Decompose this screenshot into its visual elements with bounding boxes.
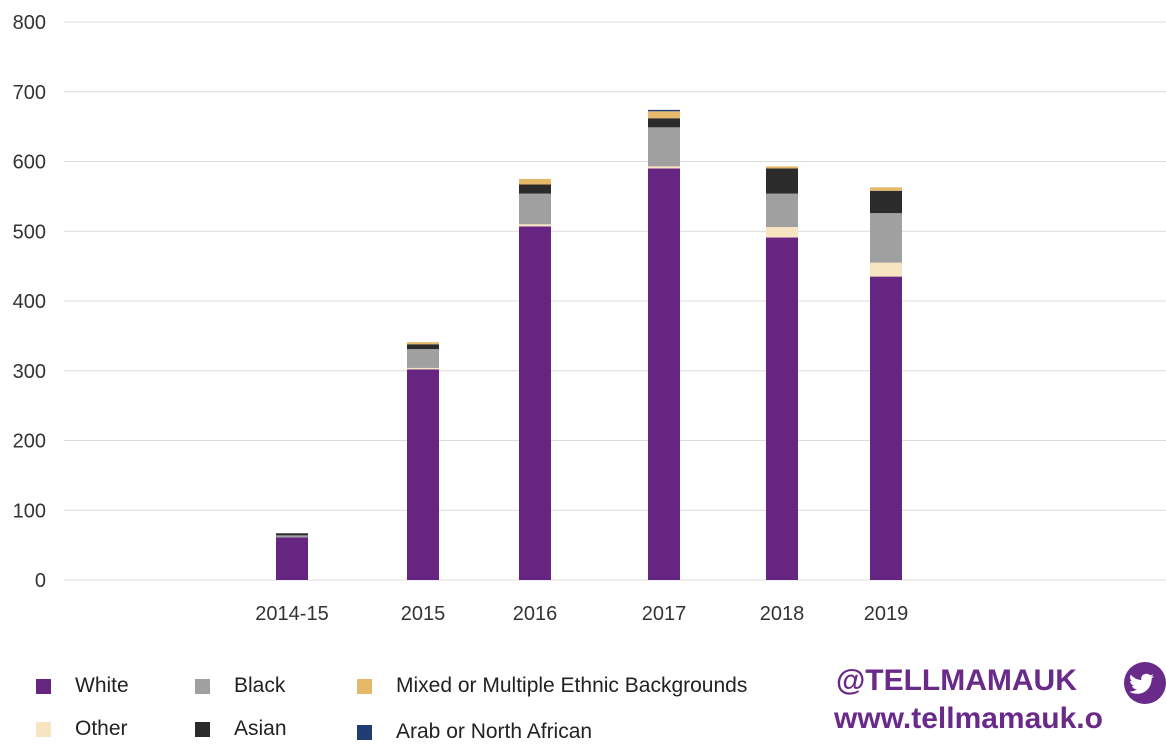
bar-segment (648, 109, 680, 112)
legend-label-arab: Arab or North African (396, 720, 593, 743)
bars (276, 109, 902, 580)
bar-segment (766, 227, 798, 238)
website-url: www.tellmamauk.o (834, 702, 1103, 735)
y-tick-label: 500 (13, 221, 46, 243)
legend-swatch-white (36, 678, 51, 694)
bar-segment (766, 193, 798, 228)
bar-segment (648, 127, 680, 167)
bar-segment (276, 533, 308, 536)
legend-item-other: Other (36, 717, 128, 741)
twitter-handle: @TELLMAMAUK (836, 664, 1077, 697)
legend-label-mixed: Mixed or Multiple Ethnic Backgrounds (396, 674, 748, 697)
bar-segment (519, 184, 551, 194)
bar-stack (407, 342, 439, 580)
bar-stack (519, 178, 551, 580)
y-tick-label: 600 (13, 152, 46, 174)
bar-segment (870, 276, 902, 580)
bar-segment (766, 166, 798, 169)
x-tick-label: 2015 (401, 603, 446, 625)
bar-segment (870, 190, 902, 214)
bar-segment (519, 178, 551, 185)
bar-segment (407, 349, 439, 368)
bar-segment (766, 237, 798, 580)
legend-swatch-arab (357, 724, 372, 740)
bar-segment (276, 537, 308, 580)
bar-segment (407, 344, 439, 350)
legend-item-white: White (36, 674, 129, 698)
legend-label-white: White (75, 674, 129, 697)
bar-stack (766, 166, 798, 580)
x-tick-label: 2018 (760, 603, 805, 625)
legend-item-black: Black (195, 674, 285, 698)
x-axis-ticks: 2014-15 2015 2016 2017 2018 2019 (255, 603, 908, 625)
bar-segment (648, 118, 680, 128)
bar-stack (870, 187, 902, 580)
bar-segment (407, 369, 439, 580)
y-tick-label: 800 (13, 12, 46, 34)
bar-stack (648, 109, 680, 580)
legend-swatch-other (36, 721, 51, 737)
legend-item-arab: Arab or North African (357, 720, 592, 744)
bar-stack (276, 533, 308, 580)
legend-swatch-black (195, 678, 210, 694)
legend-label-asian: Asian (234, 717, 287, 740)
y-tick-label: 300 (13, 361, 46, 383)
x-tick-label: 2016 (513, 603, 558, 625)
bar-segment (870, 187, 902, 191)
bar-segment (519, 226, 551, 580)
bar-segment (519, 224, 551, 227)
x-tick-label: 2017 (642, 603, 687, 625)
bar-segment (766, 168, 798, 194)
bar-segment (519, 193, 551, 225)
y-tick-label: 200 (13, 431, 46, 453)
x-tick-label: 2014-15 (255, 603, 328, 625)
bar-segment (870, 262, 902, 277)
y-tick-label: 700 (13, 82, 46, 104)
bar-segment (407, 367, 439, 370)
bar-segment (870, 213, 902, 263)
bar-segment (407, 342, 439, 345)
legend-label-black: Black (234, 674, 286, 697)
gridlines (64, 21, 1166, 581)
twitter-bird-icon (1124, 662, 1166, 704)
bar-segment (648, 168, 680, 580)
bar-segment (648, 166, 680, 169)
x-tick-label: 2019 (864, 603, 909, 625)
legend-item-asian: Asian (195, 717, 287, 741)
y-axis-ticks: 0 100 200 300 400 500 600 700 800 (13, 12, 46, 592)
bar-segment (276, 535, 308, 538)
legend-swatch-asian (195, 721, 210, 737)
y-tick-label: 100 (13, 500, 46, 522)
twitter-bird-glyph (1129, 673, 1155, 694)
y-tick-label: 400 (13, 291, 46, 313)
legend-item-mixed: Mixed or Multiple Ethnic Backgrounds (357, 674, 747, 698)
y-tick-label: 0 (35, 570, 46, 592)
bar-segment (648, 111, 680, 119)
legend-label-other: Other (75, 717, 128, 740)
legend-swatch-mixed (357, 678, 372, 694)
